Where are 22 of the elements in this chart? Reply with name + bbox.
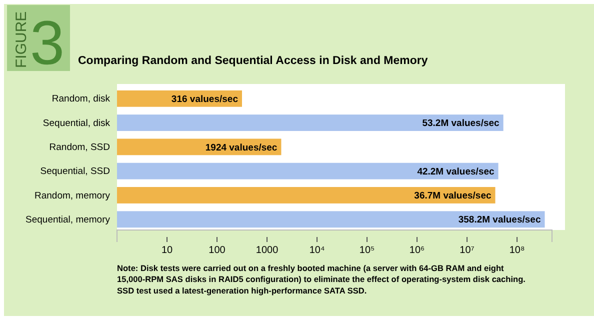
chart-title: Comparing Random and Sequential Access in Disk and Memory	[78, 55, 428, 67]
data-label: 53.2M values/sec	[422, 118, 500, 130]
x-tick-label: 10⁵	[359, 245, 375, 256]
x-tick-label: 1000	[256, 245, 279, 256]
x-tick-label: 10⁸	[509, 245, 525, 256]
y-tick-label: Sequential, disk	[42, 118, 110, 129]
y-tick-label: Random, SSD	[49, 142, 110, 153]
data-label: 42.2M values/sec	[417, 166, 494, 178]
x-tick-label: 10	[161, 245, 174, 256]
data-label: 1924 values/sec	[205, 142, 278, 154]
x-tick-label: 100	[208, 245, 226, 256]
y-tick-label: Random, memory	[34, 190, 110, 202]
data-label: 358.2M values/sec	[458, 214, 541, 226]
data-label: 36.7M values/sec	[414, 190, 492, 202]
y-tick-label: Sequential, memory	[26, 214, 110, 226]
x-tick-label: 10⁶	[409, 245, 425, 256]
text: Note: Disk tests were carried out on a freshly booted machine (a server with 64-GB RAM and eight 15,000-RPM SAS disks in RAID5 configuration) to eliminate the effect of operating-system disk caching. SSD test used a latest-generation high-performance SATA SSD.	[117, 263, 526, 296]
y-tick-label: Random, disk	[52, 94, 110, 105]
x-tick-label: 10⁷	[460, 245, 475, 256]
x-tick-label: 10⁴	[309, 245, 325, 256]
data-label: 316 values/sec	[171, 94, 238, 105]
y-tick-label: Sequential, SSD	[40, 166, 110, 178]
